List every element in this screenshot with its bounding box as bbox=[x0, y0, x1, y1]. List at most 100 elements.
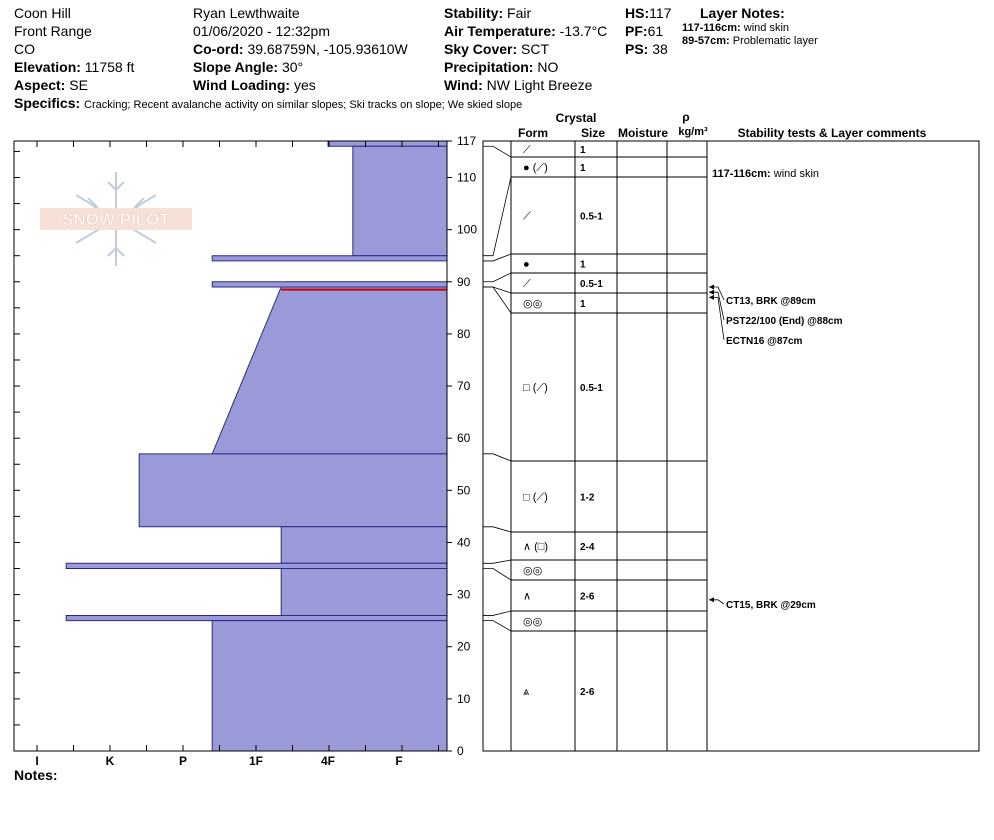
stability-row: Stability: Fair bbox=[444, 4, 607, 22]
table-form-4: ⟋ bbox=[523, 278, 531, 290]
depth-label-70: 70 bbox=[457, 379, 471, 393]
table-form-12: ⩓ bbox=[523, 686, 530, 698]
wind-loading-row: Wind Loading: yes bbox=[193, 76, 408, 94]
layer-table: ⟋ 1 ● (⟋) 1 ⟋ 0.5-1 ● 1 ⟋ 0.5-1 ◎◎ 1 □ (⟋) 0.5-1 □ (⟋)… bbox=[482, 140, 980, 752]
test-arrowhead-0 bbox=[709, 284, 714, 290]
hardness-bar-9 bbox=[280, 568, 448, 616]
air-temp-row: Air Temperature: -13.7°C bbox=[444, 22, 607, 40]
sky-label: Sky Cover: bbox=[444, 41, 518, 57]
table-form-8: ∧ (□) bbox=[523, 541, 548, 553]
hardness-bar-4 bbox=[211, 281, 448, 288]
hardness-graph-frame bbox=[13, 140, 448, 752]
depth-label-110: 110 bbox=[457, 170, 476, 184]
slope-label: Slope Angle: bbox=[193, 59, 279, 75]
table-form-6: □ (⟋) bbox=[523, 382, 548, 394]
table-size-2: 0.5-1 bbox=[580, 212, 603, 223]
header-moisture: Moisture bbox=[618, 126, 668, 140]
hardness-bar-7 bbox=[280, 526, 448, 564]
specifics-label: Specifics: bbox=[14, 95, 81, 111]
layer-notes-title: Layer Notes: bbox=[700, 5, 785, 21]
header-tests: Stability tests & Layer comments bbox=[738, 126, 927, 140]
hs-label: HS: bbox=[625, 5, 650, 21]
header-size: Size bbox=[581, 126, 605, 140]
depth-connector-11 bbox=[483, 610, 512, 616]
precip-row: Precipitation: NO bbox=[444, 58, 607, 76]
layer-note-2-text: Problematic layer bbox=[732, 35, 818, 47]
hardness-bar-2 bbox=[211, 255, 448, 262]
table-form-11: ◎◎ bbox=[523, 616, 542, 628]
header-crystal: Crystal bbox=[556, 111, 597, 125]
top-ticks bbox=[14, 141, 439, 752]
table-form-3: ● bbox=[523, 259, 530, 271]
layer-note-1: 117-116cm: wind skin bbox=[682, 22, 818, 35]
snow-profile-chart: SNOW PILOT I K P 1F 4F F 0 10 20 30 40 50 60 70 80 90 1… bbox=[13, 110, 980, 768]
notes-label: Notes: bbox=[14, 767, 58, 783]
depth-connector-10 bbox=[483, 568, 512, 581]
depth-label-20: 20 bbox=[457, 640, 471, 654]
stability-value: Fair bbox=[507, 5, 532, 21]
layer-note-2-range: 89-57cm: bbox=[682, 35, 730, 47]
hardness-bar-1 bbox=[352, 145, 448, 257]
ps-row: PS: 38 bbox=[625, 40, 671, 58]
wind-row: Wind: NW Light Breeze bbox=[444, 76, 607, 94]
hardness-profile bbox=[65, 140, 448, 752]
wind-loading-value: yes bbox=[293, 77, 316, 93]
hardness-bar-6 bbox=[138, 453, 448, 528]
stability-test-1: PST22/100 (End) @88cm bbox=[726, 316, 843, 327]
depth-connector-8 bbox=[483, 526, 512, 533]
table-size-0: 1 bbox=[580, 145, 586, 156]
test-arrowhead-3 bbox=[709, 597, 714, 603]
depth-label-0: 0 bbox=[457, 744, 464, 758]
depth-connector-1 bbox=[483, 145, 512, 158]
observer-info: Ryan Lewthwaite 01/06/2020 - 12:32pm Co-… bbox=[193, 4, 408, 94]
depth-label-10: 10 bbox=[457, 692, 471, 706]
header-form: Form bbox=[518, 126, 548, 140]
header-density-unit: kg/m³ bbox=[678, 126, 708, 138]
layer-note-1-range: 117-116cm: bbox=[682, 22, 741, 34]
hardness-bar-5 bbox=[211, 286, 448, 455]
table-size-1: 1 bbox=[580, 163, 586, 174]
wind-loading-label: Wind Loading: bbox=[193, 77, 291, 93]
coord-value: 39.68759N, -105.93610W bbox=[247, 41, 408, 57]
depth-connector-3 bbox=[483, 253, 512, 262]
depth-label-50: 50 bbox=[457, 483, 471, 497]
site-range: Front Range bbox=[14, 23, 92, 39]
observation-datetime: 01/06/2020 - 12:32pm bbox=[193, 23, 330, 39]
table-form-0: ⟋ bbox=[523, 144, 531, 156]
test-arrowhead-1 bbox=[709, 289, 714, 295]
table-form-1: ● (⟋) bbox=[523, 162, 548, 174]
test-arrow-2 bbox=[709, 297, 725, 341]
table-form-5: ◎◎ bbox=[523, 298, 542, 310]
table-frame bbox=[482, 140, 980, 752]
pf-value: 61 bbox=[647, 23, 664, 39]
table-size-8: 2-4 bbox=[580, 542, 595, 553]
ps-value: 38 bbox=[652, 41, 668, 57]
depth-connector-7 bbox=[483, 453, 512, 462]
logo-text: SNOW PILOT bbox=[62, 210, 170, 229]
hs-row: HS:117 bbox=[625, 4, 671, 22]
slope-value: 30° bbox=[281, 59, 304, 75]
depth-info: HS:117 PF:61 PS: 38 bbox=[625, 4, 671, 58]
observer-name: Ryan Lewthwaite bbox=[193, 5, 300, 21]
table-size-4: 0.5-1 bbox=[580, 279, 603, 290]
depth-connector-9 bbox=[483, 559, 512, 564]
hardness-bar-11 bbox=[211, 620, 448, 752]
stability-test-0: CT13, BRK @89cm bbox=[726, 296, 816, 307]
conditions-info: Stability: Fair Air Temperature: -13.7°C… bbox=[444, 4, 607, 94]
hardness-label-F: F bbox=[395, 754, 402, 768]
hardness-bar-10 bbox=[65, 614, 448, 622]
depth-connector-4 bbox=[483, 272, 512, 283]
table-size-10: 2-6 bbox=[580, 592, 595, 603]
coord-label: Co-ord: bbox=[193, 41, 244, 57]
table-form-7: □ (⟋) bbox=[523, 492, 548, 504]
test-arrowhead-2 bbox=[709, 294, 714, 300]
precip-value: NO bbox=[537, 59, 559, 75]
ps-label: PS: bbox=[625, 41, 649, 57]
coord-row: Co-ord: 39.68759N, -105.93610W bbox=[193, 40, 408, 58]
site-info: Coon Hill Front Range CO Elevation: 1175… bbox=[14, 4, 134, 94]
air-temp-label: Air Temperature: bbox=[444, 23, 556, 39]
depth-label-60: 60 bbox=[457, 431, 471, 445]
depth-label-117: 117 bbox=[457, 134, 476, 148]
wind-label: Wind: bbox=[444, 77, 483, 93]
depth-label-80: 80 bbox=[457, 327, 471, 341]
